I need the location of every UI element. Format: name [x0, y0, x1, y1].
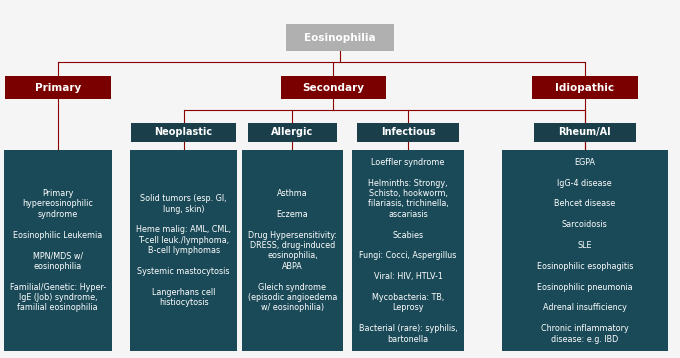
FancyBboxPatch shape — [242, 150, 343, 351]
Text: Infectious: Infectious — [381, 127, 435, 137]
Text: Idiopathic: Idiopathic — [556, 83, 614, 93]
Text: Rheum/AI: Rheum/AI — [558, 127, 611, 137]
FancyBboxPatch shape — [130, 150, 237, 351]
FancyBboxPatch shape — [357, 122, 459, 142]
FancyBboxPatch shape — [532, 76, 638, 99]
Text: Neoplastic: Neoplastic — [154, 127, 213, 137]
Text: Loeffler syndrome

Helminths: Strongy,
Schisto, hookworm,
filariasis, trichinell: Loeffler syndrome Helminths: Strongy, Sc… — [358, 158, 458, 343]
FancyBboxPatch shape — [502, 150, 668, 351]
FancyBboxPatch shape — [280, 76, 386, 99]
Text: Eosinophilia: Eosinophilia — [304, 33, 376, 43]
Text: EGPA

IgG-4 disease

Behcet disease

Sarcoidosis

SLE

Eosinophilic esophagitis
: EGPA IgG-4 disease Behcet disease Sarcoi… — [537, 158, 633, 343]
Text: Asthma

Eczema

Drug Hypersensitivity:
DRESS, drug-induced
eosinophilia,
ABPA

G: Asthma Eczema Drug Hypersensitivity: DRE… — [248, 189, 337, 312]
FancyBboxPatch shape — [352, 150, 464, 351]
FancyBboxPatch shape — [286, 24, 394, 51]
FancyBboxPatch shape — [248, 122, 337, 142]
Text: Allergic: Allergic — [271, 127, 313, 137]
FancyBboxPatch shape — [534, 122, 636, 142]
FancyBboxPatch shape — [5, 76, 110, 99]
Text: Primary: Primary — [35, 83, 81, 93]
FancyBboxPatch shape — [131, 122, 237, 142]
Text: Primary
hypereosinophilic
syndrome

Eosinophilic Leukemia

MPN/MDS w/
eosinophil: Primary hypereosinophilic syndrome Eosin… — [10, 189, 106, 312]
Text: Solid tumors (esp. GI,
lung, skin)

Heme malig: AML, CML,
T-cell leuk./lymphoma,: Solid tumors (esp. GI, lung, skin) Heme … — [136, 194, 231, 307]
Text: Secondary: Secondary — [302, 83, 364, 93]
FancyBboxPatch shape — [4, 150, 112, 351]
